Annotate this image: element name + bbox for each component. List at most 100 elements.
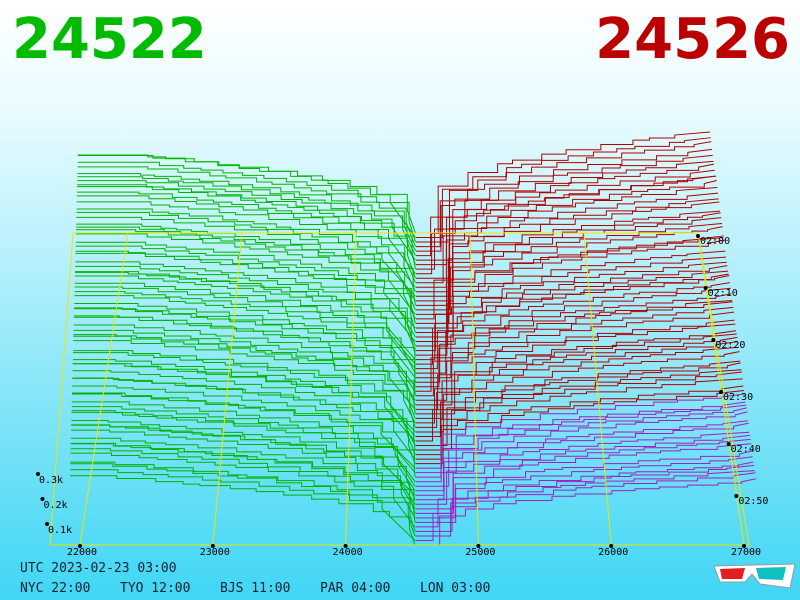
bid-depth-line (75, 233, 416, 315)
volume-tick-label: 0.1k (48, 525, 72, 536)
ask-depth-line (415, 472, 756, 541)
bid-price: 24522 (12, 7, 207, 72)
ask-depth-line (415, 154, 713, 252)
ask-depth-line (415, 422, 749, 496)
ask-depth-line (415, 300, 733, 383)
bid-depth-line (76, 201, 416, 283)
ask-depth-line (415, 160, 714, 257)
ask-depth-line (415, 346, 739, 428)
bid-depth-line (77, 186, 416, 270)
utc-clock: UTC 2023-02-23 03:00 (20, 561, 177, 576)
bid-depth-line (77, 180, 416, 261)
price-tick-label: 24000 (333, 547, 363, 558)
bid-depth-line (72, 363, 416, 442)
ask-depth-line (415, 389, 745, 465)
bid-depth-line (72, 359, 416, 433)
price-grid-line (79, 232, 129, 546)
bid-depth-line (75, 261, 416, 338)
ask-depth-line (415, 201, 720, 297)
bid-depth-line (71, 429, 416, 505)
ask-depth-line (415, 306, 734, 392)
ask-depth-line (415, 235, 725, 329)
bid-depth-line (71, 406, 416, 478)
bid-depth-line (73, 340, 416, 419)
bid-depth-line (77, 166, 416, 247)
ask-depth-line (415, 470, 755, 537)
ask-depth-line (415, 198, 719, 293)
bid-depth-line (75, 265, 416, 342)
bid-depth-line (76, 195, 416, 279)
bid-depth-line (76, 223, 416, 302)
depth-surface (70, 131, 757, 546)
price-grid-line (469, 232, 479, 546)
ask-depth-line (415, 456, 753, 523)
bid-depth-line (75, 271, 416, 347)
bid-depth-line (70, 475, 416, 546)
ask-depth-line (415, 431, 750, 501)
price-tick (343, 544, 348, 548)
ask-depth-line (415, 265, 728, 352)
price-tick (78, 544, 82, 548)
bid-depth-line (70, 442, 416, 514)
ask-depth-line (415, 371, 743, 451)
ask-depth-line (415, 192, 719, 288)
time-tick-label: 02:10 (708, 288, 738, 299)
time-tick (703, 286, 708, 290)
city-clock: BJS 11:00 (220, 581, 290, 596)
bid-depth-line (72, 377, 416, 451)
ask-depth-line (415, 411, 748, 487)
glasses-icon[interactable] (713, 563, 796, 589)
ask-depth-line (415, 169, 715, 266)
price-grid-line (583, 232, 612, 546)
ask-depth-line (415, 478, 757, 546)
ask-depth-line (415, 270, 729, 356)
ask-depth-line (415, 401, 746, 474)
ask-depth-line (415, 239, 725, 333)
time-tick-label: 02:30 (723, 392, 753, 403)
city-clock: TYO 12:00 (120, 581, 190, 596)
ask-price: 24526 (595, 7, 790, 72)
bid-depth-line (77, 184, 416, 265)
volume-tick-label: 0.3k (39, 475, 63, 486)
bid-depth-line (70, 437, 416, 510)
bid-depth-line (75, 245, 416, 324)
ask-depth-line (415, 311, 735, 397)
ask-depth-line (415, 212, 721, 306)
bid-depth-line (76, 216, 416, 297)
ask-depth-line (415, 464, 755, 532)
bid-depth-line (75, 252, 416, 333)
volume-tick (45, 522, 49, 526)
ask-depth-line (415, 137, 711, 239)
time-tick-label: 02:20 (715, 340, 745, 351)
ask-depth-line (415, 443, 752, 514)
time-tick (734, 494, 739, 498)
bid-depth-line (74, 307, 416, 383)
ask-depth-line (415, 187, 718, 284)
ask-depth-line (415, 250, 726, 338)
ask-depth-line (415, 333, 737, 415)
time-tick-label: 02:40 (731, 444, 761, 455)
ask-depth-line (415, 434, 751, 505)
price-tick-label: 23000 (200, 547, 230, 558)
price-tick-label: 27000 (731, 547, 761, 558)
bid-depth-line (76, 208, 416, 288)
bid-depth-line (71, 401, 416, 473)
bid-depth-line (70, 443, 416, 519)
bid-depth-line (76, 211, 416, 292)
bid-depth-line (75, 250, 416, 329)
ask-depth-line (415, 131, 711, 234)
price-tick-label: 22000 (67, 547, 97, 558)
ask-depth-line (415, 301, 733, 388)
bid-depth-line (70, 452, 416, 528)
bid-depth-line (73, 324, 416, 401)
floor-grid: 22000 23000 24000 25000 26000 27000 02:00 02:10… (36, 232, 768, 558)
ask-depth-line (415, 393, 745, 469)
bid-depth-line (73, 352, 416, 428)
ask-depth-line (415, 293, 732, 379)
price-tick (476, 544, 481, 548)
bid-depth-line (73, 316, 416, 396)
ask-depth-line (415, 351, 740, 433)
floor-outline (49, 232, 750, 546)
bid-depth-line (70, 463, 416, 537)
city-clock: NYC 22:00 (20, 581, 90, 596)
